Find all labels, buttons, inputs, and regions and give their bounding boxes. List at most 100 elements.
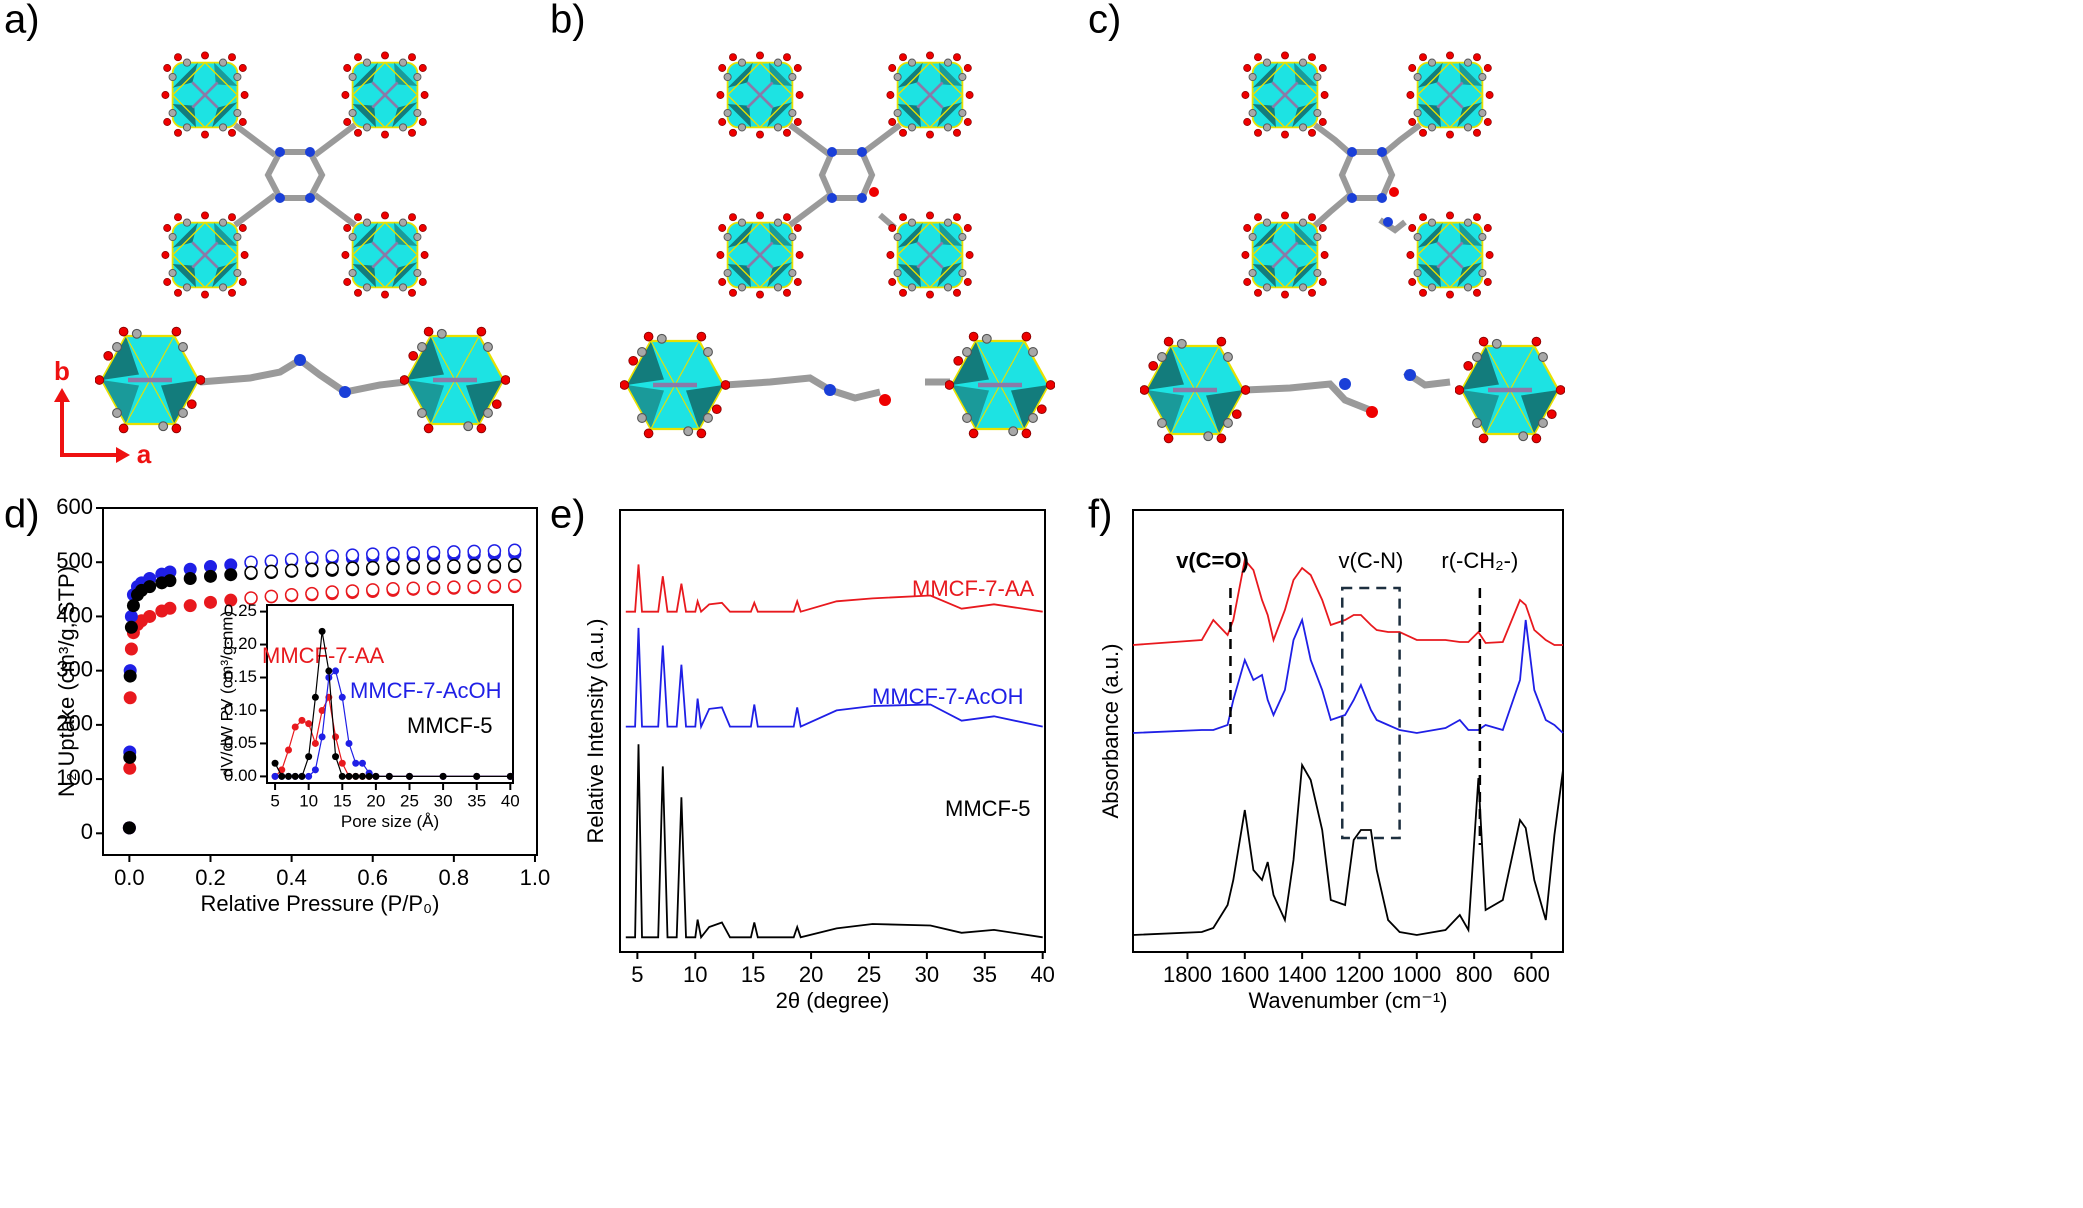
data-point (338, 772, 346, 780)
x-tick-label: 15 (333, 791, 352, 810)
y-tick-label: 0.15 (224, 667, 257, 686)
axis-letter: a (137, 439, 152, 469)
x-tick-label: 1000 (1392, 962, 1441, 987)
desorption-point (305, 562, 319, 577)
lattice-axes (54, 388, 130, 463)
x-axis-label: Relative Pressure (P/P₀) (201, 891, 440, 916)
x-tick-label: 1400 (1278, 962, 1327, 987)
series-label: MMCF-7-AcOH (350, 678, 502, 703)
desorption-point (426, 545, 441, 560)
data-point (122, 821, 136, 835)
data-point (124, 642, 138, 656)
cluster (620, 332, 730, 438)
series-line (1132, 557, 1563, 646)
data-point (352, 772, 360, 780)
desorption-point (406, 581, 421, 595)
y-tick-label: 0 (81, 819, 93, 844)
data-point (298, 716, 306, 724)
desorption-point (365, 583, 380, 597)
data-point (506, 772, 514, 780)
x-tick-label: 1.0 (520, 865, 551, 890)
x-tick-label: 10 (299, 791, 318, 810)
data-point (385, 772, 393, 780)
series-label: MMCF-7-AcOH (872, 684, 1024, 709)
plot-frame (1132, 509, 1564, 953)
desorption-point (426, 580, 441, 595)
y-tick-label: 600 (56, 494, 93, 519)
data-point (332, 667, 340, 675)
data-point (203, 560, 217, 574)
cluster (95, 327, 205, 433)
series-line (1132, 617, 1564, 734)
data-point (203, 569, 217, 583)
data-point (298, 772, 306, 780)
plot-frame (619, 509, 1046, 953)
data-point (285, 772, 293, 780)
data-point (305, 720, 313, 728)
series-line (1132, 762, 1564, 936)
data-point (285, 746, 293, 754)
desorption-point (487, 558, 502, 573)
desorption-point (264, 564, 279, 579)
data-point (318, 733, 326, 741)
cluster (1455, 337, 1565, 443)
desorption-point (264, 589, 279, 604)
data-point (325, 667, 333, 675)
data-point (126, 599, 140, 613)
data-point (345, 739, 353, 747)
panel-label: b) (550, 0, 586, 42)
cluster (400, 327, 510, 433)
desorption-point (386, 546, 400, 561)
data-point (332, 753, 340, 761)
desorption-point (447, 545, 461, 559)
x-tick-label: 25 (400, 791, 419, 810)
x-tick-label: 5 (631, 962, 643, 987)
y-axis-label: Absorbance (a.u.) (1098, 644, 1123, 819)
x-tick-label: 5 (270, 791, 279, 810)
cluster (1140, 337, 1250, 443)
x-tick-label: 600 (1513, 962, 1550, 987)
data-point (163, 601, 177, 615)
desorption-point (507, 543, 522, 558)
panel-label: c) (1088, 0, 1121, 42)
desorption-point (345, 561, 360, 575)
data-point (352, 759, 360, 767)
data-point (224, 593, 238, 607)
desorption-point (467, 579, 481, 594)
x-tick-label: 0.0 (114, 865, 145, 890)
desorption-point (487, 579, 502, 593)
desorption-point (244, 565, 258, 580)
data-point (365, 772, 373, 780)
x-tick-label: 20 (366, 791, 385, 810)
desorption-point (325, 585, 339, 599)
data-point (358, 759, 366, 767)
structure-side (199, 355, 1451, 414)
series-line (625, 564, 1043, 614)
desorption-point (386, 582, 400, 596)
x-tick-label: 35 (467, 791, 486, 810)
data-point (224, 568, 238, 582)
data-point (318, 706, 326, 714)
data-point (332, 733, 340, 741)
x-tick-label: 10 (683, 962, 707, 987)
data-point (291, 772, 299, 780)
data-point (311, 766, 319, 774)
x-tick-label: 30 (915, 962, 939, 987)
structure-top-b (788, 122, 902, 231)
x-tick-label: 800 (1456, 962, 1493, 987)
cluster (945, 332, 1055, 438)
x-tick-label: 20 (799, 962, 823, 987)
x-tick-label: 40 (1030, 962, 1054, 987)
data-point (278, 772, 286, 780)
y-tick-label: 0.00 (224, 766, 257, 785)
data-point (271, 759, 279, 767)
series-label: MMCF-5 (945, 796, 1031, 821)
desorption-point (467, 544, 481, 559)
y-tick-label: 0.05 (224, 733, 257, 752)
panel-label: a) (4, 0, 40, 42)
desorption-point (507, 578, 522, 593)
data-point (183, 599, 197, 613)
series-label: MMCF-5 (407, 713, 493, 738)
panel-label: d) (4, 493, 40, 537)
y-tick-label: 0.25 (224, 601, 257, 620)
